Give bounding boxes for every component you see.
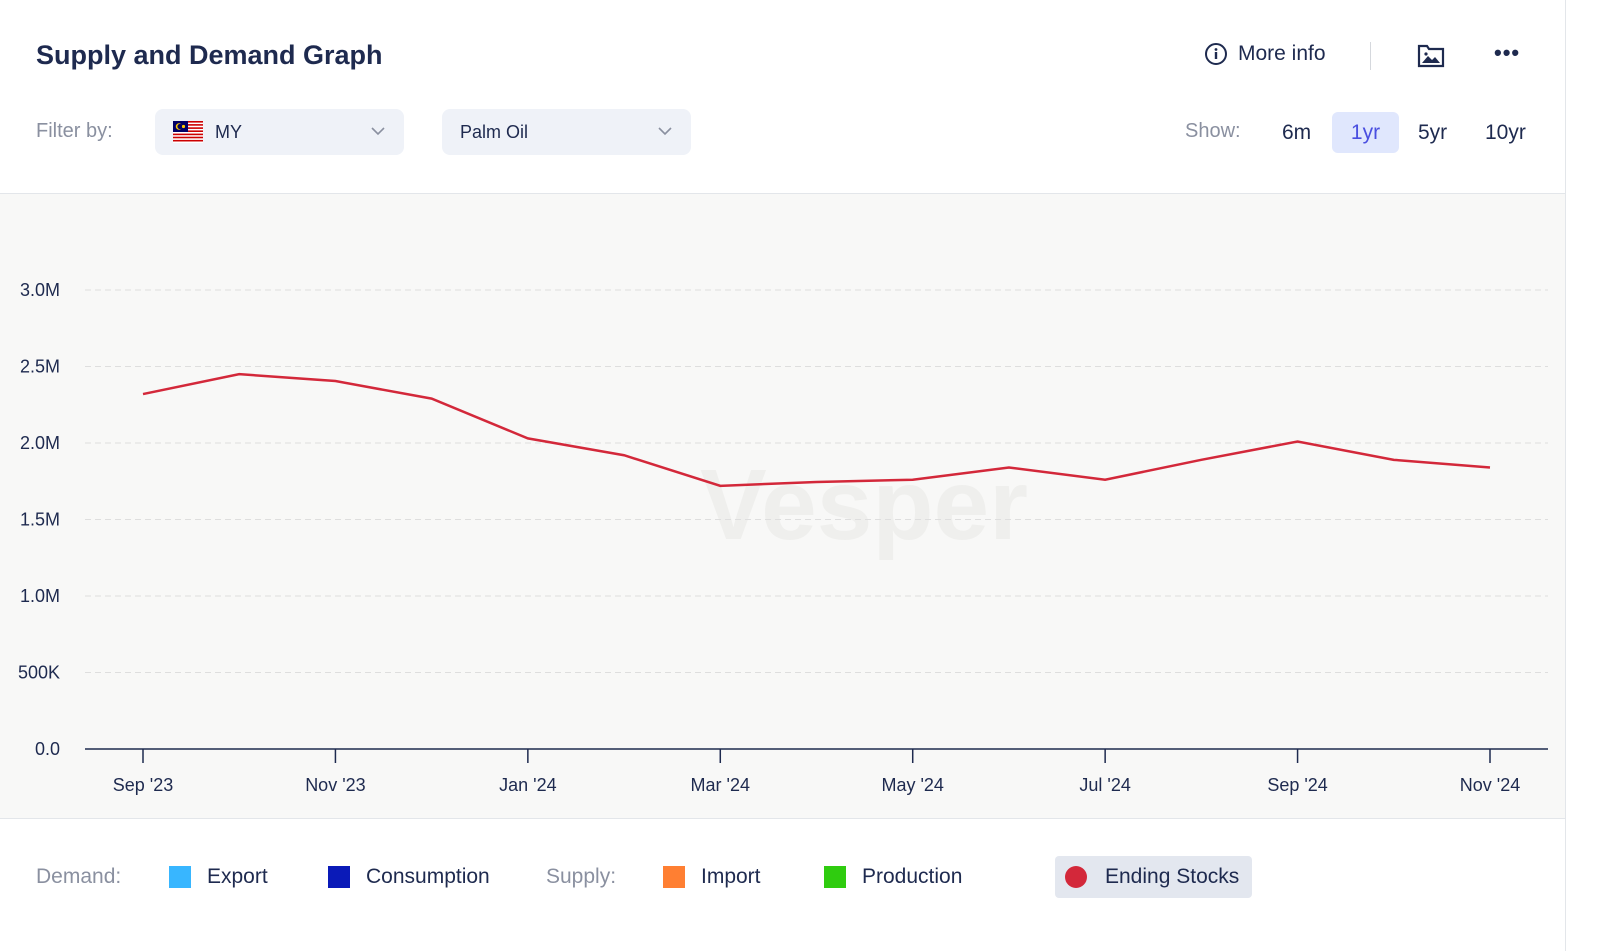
x-tick-label: Sep '24 [1267,775,1328,795]
y-tick-label: 2.5M [20,357,60,377]
more-options-icon[interactable]: ••• [1494,40,1521,65]
x-tick-label: Nov '24 [1460,775,1520,795]
commodity-select[interactable]: Palm Oil [442,109,691,155]
legend-label: Ending Stocks [1105,865,1240,888]
x-tick-label: Nov '23 [305,775,365,795]
legend-label: Export [207,865,268,888]
y-tick-label: 1.5M [20,510,60,530]
chevron-down-icon [658,127,672,136]
y-tick-label: 500K [18,663,60,683]
legend-label: Import [701,865,761,888]
country-select[interactable]: MY [155,109,404,155]
more-info-button[interactable]: More info [1204,42,1326,66]
legend-label: Production [862,865,963,888]
country-value: MY [215,121,242,142]
demand-label: Demand: [36,865,122,888]
more-info-label: More info [1238,42,1326,65]
watermark-logo: Vesper [700,449,1028,561]
supply-label: Supply: [546,865,617,888]
legend-import[interactable]: Import [663,856,761,898]
supply-demand-card: Supply and Demand Graph More info ••• Fi… [0,0,1566,951]
download-image-button[interactable] [1417,42,1445,73]
image-folder-icon [1417,44,1445,68]
export-swatch [169,866,191,888]
consumption-swatch [328,866,350,888]
chevron-down-icon [371,127,385,136]
y-tick-label: 0.0 [35,739,60,759]
card-title: Supply and Demand Graph [36,40,383,70]
legend-production[interactable]: Production [824,856,962,898]
y-tick-label: 2.0M [20,433,60,453]
x-tick-label: Jul '24 [1079,775,1130,795]
series-line-ending-stocks [142,372,1491,488]
production-swatch [824,866,846,888]
chart-area: Vesper 0.0 500K 1.0M 1.5M 2.0M 2.5M 3.0M Sep '2… [0,193,1565,819]
legend-ending-stocks[interactable]: Ending Stocks [1055,856,1252,898]
range-6m[interactable]: 6m [1282,121,1312,144]
range-10yr[interactable]: 10yr [1485,121,1526,144]
legend: Demand: Export Consumption Supply: Impor… [0,856,1565,898]
divider [1370,42,1371,70]
range-1yr[interactable]: 1yr [1332,112,1399,153]
x-tick-label: May '24 [881,775,943,795]
x-tick-label: Sep '23 [113,775,174,795]
commodity-value: Palm Oil [460,121,529,142]
legend-export[interactable]: Export [169,856,268,898]
y-tick-label: 3.0M [20,280,60,300]
legend-label: Consumption [366,865,490,888]
range-5yr[interactable]: 5yr [1418,121,1448,144]
info-icon [1205,43,1227,65]
line-chart: Vesper 0.0 500K 1.0M 1.5M 2.0M 2.5M 3.0M Sep '2… [18,280,1548,795]
show-label: Show: [1185,120,1241,142]
import-swatch [663,866,685,888]
malaysia-flag-icon [173,121,203,143]
legend-consumption[interactable]: Consumption [328,856,490,898]
filter-label: Filter by: [36,120,113,142]
y-tick-label: 1.0M [20,586,60,606]
x-tick-label: Mar '24 [691,775,750,795]
ending-stocks-swatch [1065,866,1087,888]
x-tick-label: Jan '24 [499,775,556,795]
